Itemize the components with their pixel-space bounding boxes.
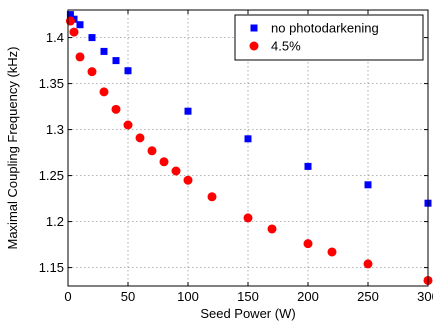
data-point-square	[184, 107, 192, 115]
y-tick-label: 1.2	[46, 214, 64, 229]
legend: no photodarkening 4.5%	[234, 14, 424, 61]
data-point-square	[100, 47, 108, 55]
data-point-circle	[207, 192, 217, 202]
data-point-circle	[65, 16, 75, 26]
data-point-circle	[69, 27, 79, 37]
x-tick-label: 200	[297, 289, 319, 304]
legend-entry-label: 4.5%	[271, 39, 301, 54]
x-tick-label: 150	[237, 289, 259, 304]
data-point-circle	[363, 259, 373, 269]
y-tick-label: 1.15	[39, 260, 64, 275]
data-point-circle	[111, 104, 121, 114]
y-axis-label: Maximal Coupling Frequency (kHz)	[5, 46, 20, 249]
legend-entry-label: no photodarkening	[271, 21, 379, 36]
data-point-square	[112, 57, 120, 65]
x-tick-label: 250	[357, 289, 379, 304]
data-point-circle	[99, 87, 109, 97]
legend-marker-square	[250, 24, 258, 32]
data-point-circle	[147, 146, 157, 156]
data-point-circle	[171, 166, 181, 176]
data-point-circle	[303, 239, 313, 249]
x-tick-label: 50	[121, 289, 135, 304]
data-point-square	[364, 181, 372, 189]
data-point-square	[66, 11, 74, 19]
legend-box	[234, 14, 424, 61]
x-tick-label: 300	[417, 289, 433, 304]
data-point-square	[76, 21, 84, 29]
data-point-square	[88, 34, 96, 42]
y-tick-label: 1.4	[46, 30, 64, 45]
legend-marker-circle	[249, 41, 259, 51]
data-point-square	[124, 67, 132, 75]
data-point-circle	[123, 120, 133, 130]
data-point-circle	[267, 224, 277, 234]
x-axis-label: Seed Power (W)	[200, 306, 295, 321]
data-point-circle	[243, 213, 253, 223]
x-tick-label: 100	[177, 289, 199, 304]
data-point-square	[244, 135, 252, 143]
data-point-circle	[135, 133, 145, 143]
x-tick-label: 0	[64, 289, 71, 304]
y-tick-label: 1.25	[39, 168, 64, 183]
data-point-circle	[183, 175, 193, 185]
data-point-circle	[327, 247, 337, 257]
data-point-square	[304, 162, 312, 170]
y-tick-label: 1.35	[39, 76, 64, 91]
data-point-circle	[159, 157, 169, 167]
data-point-circle	[75, 52, 85, 62]
y-tick-label: 1.3	[46, 122, 64, 137]
data-point-circle	[87, 67, 97, 77]
axis-ticks: 0 50 100 150 200 250 300 1.15 1.2 1.25 1.3 1.35 1.4	[39, 10, 433, 304]
